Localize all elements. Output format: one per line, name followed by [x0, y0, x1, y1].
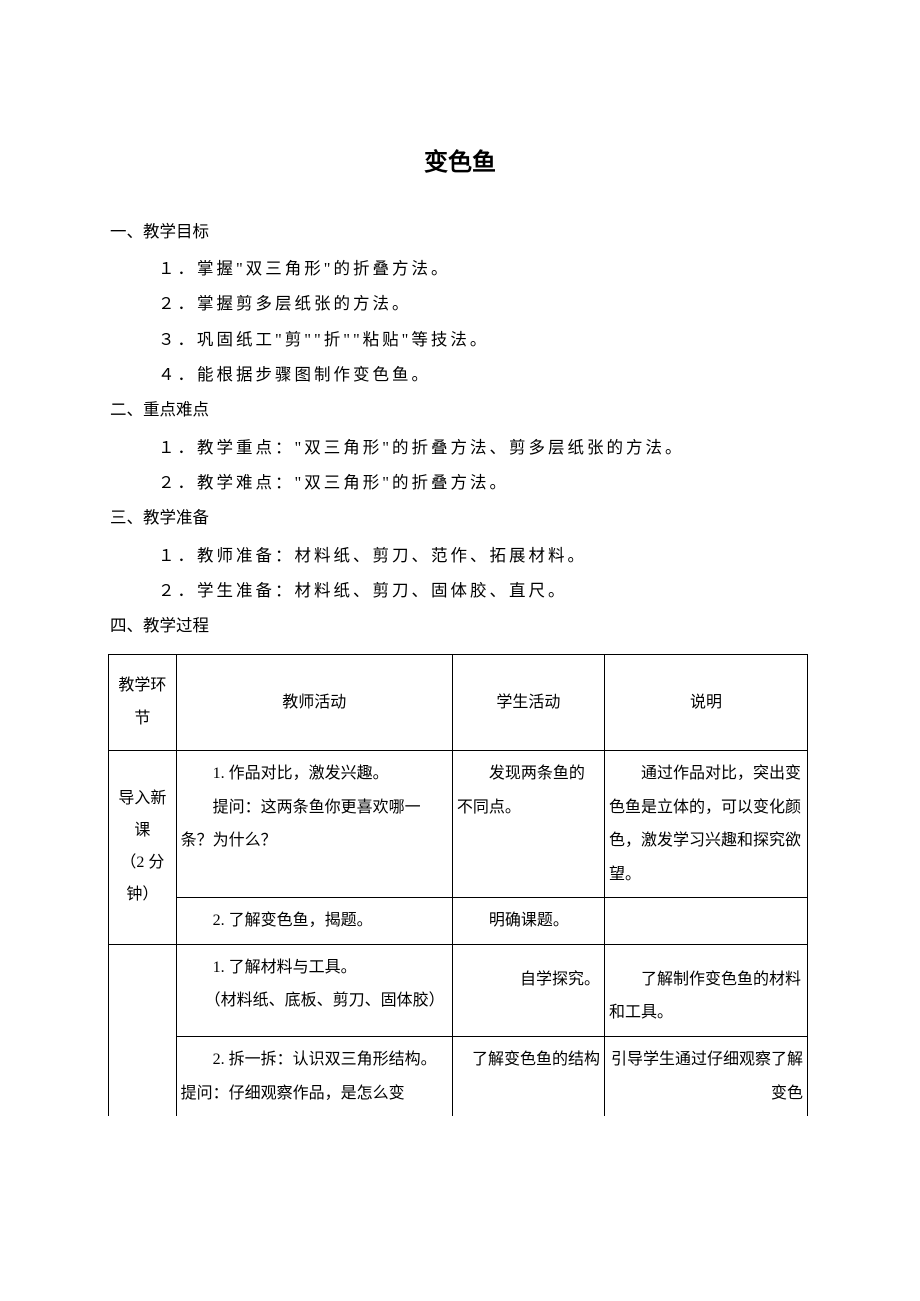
table-row: 1. 了解材料与工具。 （材料纸、底板、剪刀、固体胶） 自学探究。 了解制作变色…: [109, 944, 808, 1036]
lesson-plan-table: 教学环节 教师活动 学生活动 说明 导入新课 （2 分钟） 1. 作品对比，激发…: [108, 654, 808, 1117]
s1-item-4: ４．能根据步骤图制作变色鱼。: [110, 359, 810, 390]
r1-note: 通过作品对比，突出变色鱼是立体的，可以变化颜色，激发学习兴趣和探究欲望。: [605, 750, 808, 897]
r3-note: 了解制作变色鱼的材料和工具。: [605, 944, 808, 1036]
page-title: 变色鱼: [110, 140, 810, 186]
section4-heading: 四、教学过程: [110, 610, 810, 641]
s1-item-2: ２．掌握剪多层纸张的方法。: [110, 288, 810, 319]
r4-teacher: 2. 拆一拆：认识双三角形结构。提问：仔细观察作品，是怎么变: [176, 1037, 452, 1117]
r4-student: 了解变色鱼的结构: [452, 1037, 604, 1117]
table-row: 2. 拆一拆：认识双三角形结构。提问：仔细观察作品，是怎么变 了解变色鱼的结构 …: [109, 1037, 808, 1117]
r1-teacher: 1. 作品对比，激发兴趣。 提问：这两条鱼你更喜欢哪一条？为什么？: [176, 750, 452, 897]
stage-cell-intro: 导入新课 （2 分钟）: [109, 750, 177, 944]
r3-teacher: 1. 了解材料与工具。 （材料纸、底板、剪刀、固体胶）: [176, 944, 452, 1036]
s1-item-1: １．掌握"双三角形"的折叠方法。: [110, 253, 810, 284]
s3-item-2: ２．学生准备：材料纸、剪刀、固体胶、直尺。: [110, 575, 810, 606]
th-teacher: 教师活动: [176, 654, 452, 750]
th-stage: 教学环节: [109, 654, 177, 750]
table-row: 2. 了解变色鱼，揭题。 明确课题。: [109, 898, 808, 945]
table-row: 导入新课 （2 分钟） 1. 作品对比，激发兴趣。 提问：这两条鱼你更喜欢哪一条…: [109, 750, 808, 897]
stage-cell-blank: [109, 944, 177, 1116]
table-header-row: 教学环节 教师活动 学生活动 说明: [109, 654, 808, 750]
r1-student: 发现两条鱼的不同点。: [452, 750, 604, 897]
stage1-label-b: （2 分钟）: [120, 854, 164, 903]
r2-student: 明确课题。: [452, 898, 604, 945]
s3-item-1: １．教师准备：材料纸、剪刀、范作、拓展材料。: [110, 540, 810, 571]
s2-item-1: １．教学重点："双三角形"的折叠方法、剪多层纸张的方法。: [110, 432, 810, 463]
th-student: 学生活动: [452, 654, 604, 750]
section3-heading: 三、教学准备: [110, 502, 810, 533]
s1-item-3: ３．巩固纸工"剪""折""粘贴"等技法。: [110, 324, 810, 355]
r3-student: 自学探究。: [452, 944, 604, 1036]
r2-teacher: 2. 了解变色鱼，揭题。: [176, 898, 452, 945]
r4-note: 引导学生通过仔细观察了解变色: [605, 1037, 808, 1117]
section1-heading: 一、教学目标: [110, 216, 810, 247]
stage1-label-a: 导入新课: [118, 790, 166, 839]
s2-item-2: ２．教学难点："双三角形"的折叠方法。: [110, 467, 810, 498]
th-note: 说明: [605, 654, 808, 750]
r2-note: [605, 898, 808, 945]
section2-heading: 二、重点难点: [110, 394, 810, 425]
